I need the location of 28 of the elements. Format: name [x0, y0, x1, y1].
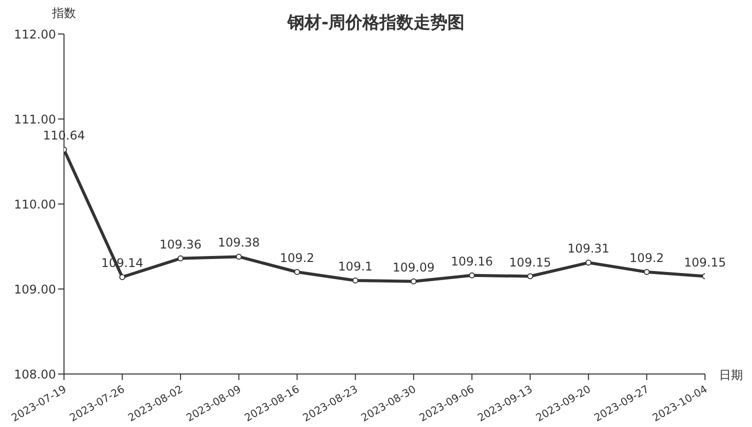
y-tick-label: 111.00 [14, 112, 56, 126]
data-label: 109.15 [684, 255, 726, 270]
data-label: 109.31 [567, 242, 610, 256]
y-tick-label: 108.00 [14, 367, 56, 382]
point [352, 278, 358, 284]
data-label: 109.1 [338, 260, 373, 274]
y-tick-label: 110.00 [14, 197, 56, 212]
data-label: 109.36 [160, 237, 202, 252]
point [585, 260, 592, 266]
point [119, 274, 126, 280]
point [644, 269, 650, 275]
data-label: 109.2 [280, 251, 314, 265]
point [527, 273, 534, 280]
y-tick-label: 112.00 [14, 27, 56, 42]
chart-title: 钢材-周价格指数走势图 [287, 13, 465, 33]
point [410, 278, 417, 284]
data-label: 109.15 [509, 255, 552, 270]
point [178, 255, 184, 262]
data-label: 109.38 [218, 236, 260, 250]
data-label: 109.16 [450, 254, 493, 268]
y-axis-title: 指数 [52, 5, 76, 22]
point [294, 269, 300, 275]
x-axis-title: 日期 [719, 367, 743, 384]
y-tick-label: 109.00 [14, 282, 56, 296]
point [468, 272, 475, 278]
data-label: 109.09 [392, 260, 435, 274]
data-label: 109.2 [630, 251, 664, 265]
point [236, 254, 242, 260]
